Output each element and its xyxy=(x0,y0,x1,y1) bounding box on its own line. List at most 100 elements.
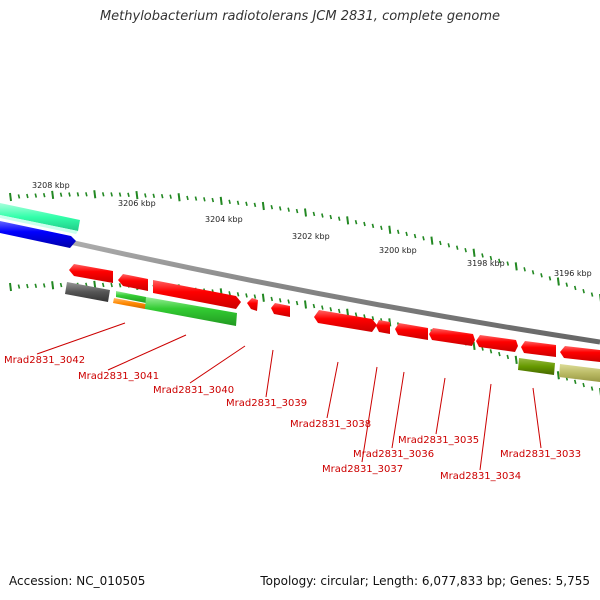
minor-tick xyxy=(337,216,341,221)
major-tick xyxy=(472,341,476,351)
minor-tick xyxy=(321,305,324,310)
minor-tick xyxy=(17,194,21,199)
major-tick xyxy=(430,236,434,245)
minor-tick xyxy=(186,195,189,201)
gene-mrad2831-3038[interactable] xyxy=(314,310,377,332)
minor-tick xyxy=(329,307,333,312)
major-tick xyxy=(556,277,560,286)
minor-tick xyxy=(17,284,21,289)
gene-label-mrad2831-3037: Mrad2831_3037 xyxy=(322,464,403,475)
minor-tick xyxy=(540,273,543,278)
minor-tick xyxy=(396,229,400,235)
minor-tick xyxy=(413,233,417,239)
gene-mrad2831-3035[interactable] xyxy=(429,328,475,346)
gene-blue[interactable] xyxy=(0,221,76,248)
minor-tick xyxy=(278,298,282,303)
gene-mrad2831-3040[interactable] xyxy=(145,297,237,326)
minor-tick xyxy=(287,207,290,212)
minor-tick xyxy=(371,223,375,229)
minor-tick xyxy=(203,197,206,202)
outer-tick-track xyxy=(9,190,600,303)
gene-red-upper-5[interactable] xyxy=(560,346,600,362)
major-tick xyxy=(219,196,223,206)
gene-mrad2831-3041[interactable] xyxy=(113,291,146,309)
label-leaders xyxy=(36,322,542,471)
minor-tick xyxy=(312,211,316,217)
tick-label: 3204 kbp xyxy=(205,215,243,224)
gene-label-mrad2831-3040: Mrad2831_3040 xyxy=(153,385,234,396)
minor-tick xyxy=(245,201,248,206)
gene-mrad2831-3039-a[interactable] xyxy=(247,298,258,311)
gene-mrad2831-3034[interactable] xyxy=(476,335,518,352)
minor-tick xyxy=(68,192,71,197)
tick-label: 3198 kbp xyxy=(467,259,505,268)
gene-red-upper-3[interactable] xyxy=(153,280,241,309)
minor-tick xyxy=(582,289,585,294)
major-tick xyxy=(261,201,265,211)
gene-mrad2831-3037[interactable] xyxy=(376,320,390,334)
minor-tick xyxy=(498,258,501,263)
gene-mrad2831-3036[interactable] xyxy=(395,323,428,340)
major-tick xyxy=(388,225,392,234)
minor-tick xyxy=(548,276,552,281)
gene-label-mrad2831-3041: Mrad2831_3041 xyxy=(78,371,159,382)
minor-tick xyxy=(270,296,274,302)
minor-tick xyxy=(110,192,113,197)
accession-text: Accession: NC_010505 xyxy=(9,574,146,588)
major-tick xyxy=(177,193,181,202)
genome-backbone xyxy=(0,223,600,345)
tick-label: 3206 kbp xyxy=(118,199,156,208)
minor-tick xyxy=(363,221,366,227)
major-tick xyxy=(9,282,12,292)
minor-tick xyxy=(337,308,341,314)
gene-mrad2831-3033[interactable] xyxy=(518,358,555,375)
major-tick xyxy=(514,262,518,271)
minor-tick xyxy=(144,193,147,198)
tick-label: 3202 kbp xyxy=(292,232,330,241)
minor-tick xyxy=(236,200,240,205)
minor-tick xyxy=(371,316,375,321)
tick-label: 3196 kbp xyxy=(554,269,592,278)
minor-tick xyxy=(329,214,333,220)
minor-tick xyxy=(573,379,577,384)
minor-tick xyxy=(565,282,569,287)
genome-summary-text: Topology: circular; Length: 6,077,833 bp… xyxy=(260,574,590,588)
minor-tick xyxy=(523,267,526,272)
minor-tick xyxy=(354,219,358,225)
gene-red-upper-1[interactable] xyxy=(69,264,113,283)
major-tick xyxy=(304,300,307,309)
gene-red-upper-2[interactable] xyxy=(118,274,148,291)
minor-tick xyxy=(42,283,46,288)
minor-tick xyxy=(253,294,257,299)
major-tick xyxy=(472,248,476,257)
minor-tick xyxy=(85,192,88,197)
minor-tick xyxy=(34,283,38,288)
minor-tick xyxy=(160,194,164,199)
major-tick xyxy=(304,208,307,217)
major-tick xyxy=(346,216,350,225)
minor-tick xyxy=(295,208,299,214)
tick-label: 3208 kbp xyxy=(32,181,70,190)
minor-tick xyxy=(101,282,105,288)
gene-teal[interactable] xyxy=(0,203,80,234)
minor-tick xyxy=(498,351,501,357)
gene-mrad2831-3042[interactable] xyxy=(65,282,110,302)
minor-tick xyxy=(287,299,290,304)
minor-tick xyxy=(194,196,198,201)
minor-tick xyxy=(127,192,130,197)
minor-tick xyxy=(312,303,316,309)
minor-tick xyxy=(590,292,594,297)
minor-tick xyxy=(228,291,231,296)
major-tick xyxy=(9,192,12,202)
gene-label-mrad2831-3033: Mrad2831_3033 xyxy=(500,449,581,460)
gene-mrad2831-3039[interactable] xyxy=(271,303,290,317)
major-tick xyxy=(514,355,518,364)
minor-tick xyxy=(489,349,493,354)
minor-tick xyxy=(152,193,156,198)
minor-tick xyxy=(42,193,46,198)
minor-tick xyxy=(228,199,231,205)
gene-khaki[interactable] xyxy=(559,364,600,382)
minor-tick xyxy=(363,314,366,319)
gene-red-upper-4[interactable] xyxy=(521,341,556,357)
